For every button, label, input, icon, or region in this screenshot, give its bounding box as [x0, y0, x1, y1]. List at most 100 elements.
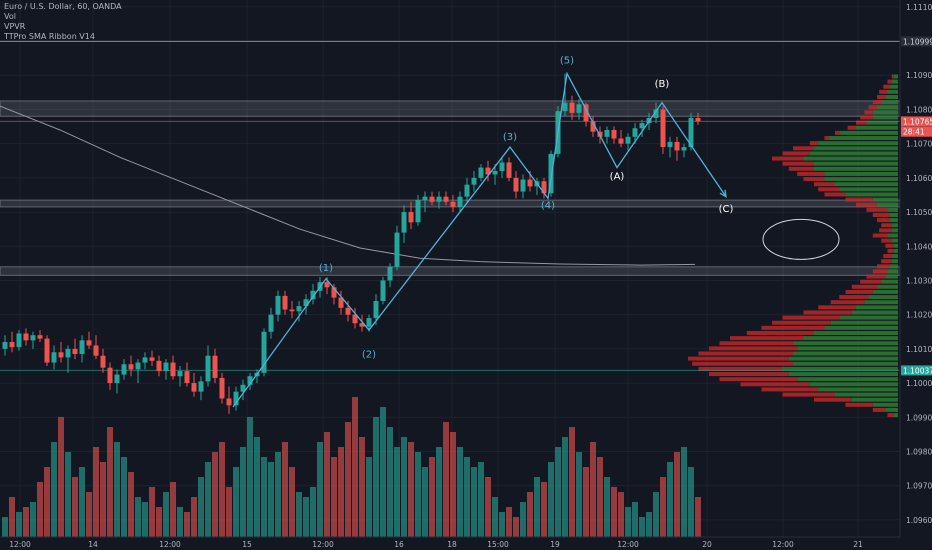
candle-body	[443, 196, 449, 202]
vpvr-bar-down	[845, 197, 873, 202]
candle-body	[219, 377, 225, 399]
vpvr-bar-down	[885, 243, 894, 248]
candle-body	[142, 357, 148, 363]
price-tag-1: 1.10765	[903, 117, 932, 126]
vpvr-bar-down	[824, 136, 829, 141]
volume-bar	[408, 442, 414, 537]
y-tick-label-2: 1.10900	[906, 71, 932, 80]
vpvr-bar-down	[881, 259, 892, 264]
vpvr-bar-up	[835, 182, 898, 187]
candle-body	[156, 360, 162, 372]
candle-body	[471, 177, 477, 185]
candle-body	[492, 171, 498, 175]
candle-body	[499, 162, 505, 172]
vpvr-bar-down	[856, 120, 867, 125]
vpvr-bar-up	[814, 146, 898, 151]
volume-bar	[471, 467, 477, 537]
volume-bar	[646, 512, 652, 537]
vpvr-bar-down	[866, 274, 886, 279]
volume-bar	[226, 487, 232, 537]
vpvr-bar-up	[877, 284, 898, 289]
vpvr-bar-up	[872, 402, 898, 407]
volume-bar	[639, 517, 645, 537]
vpvr-bar-down	[719, 341, 793, 346]
y-tick-label-12: 1.09900	[906, 413, 932, 422]
indicator-vpvr-label[interactable]: VPVR	[4, 22, 26, 31]
vpvr-bar-up	[891, 223, 898, 228]
volume-bar	[534, 477, 540, 537]
candle-body	[72, 348, 78, 355]
price-tag-0: 1.10999	[903, 37, 932, 46]
candle-body	[667, 141, 673, 148]
candle-body	[30, 335, 36, 341]
volume-bar	[65, 452, 71, 537]
vpvr-bar-up	[788, 356, 898, 361]
vpvr-bar-down	[814, 397, 852, 402]
candle-body	[639, 123, 645, 129]
candle-body	[562, 102, 568, 112]
candle-body	[590, 121, 596, 132]
vpvr-bar-down	[698, 366, 783, 371]
volume-bar	[261, 457, 267, 537]
volume-bar	[387, 427, 393, 537]
vpvr-bar-down	[797, 171, 825, 176]
candle-body	[247, 376, 253, 385]
wave-label-1: (2)	[362, 349, 376, 360]
vpvr-bar-up	[803, 336, 898, 341]
candle-body	[464, 184, 470, 197]
candle-body	[506, 162, 512, 178]
vpvr-bar-up	[872, 110, 898, 115]
vpvr-bar-up	[891, 228, 898, 233]
vpvr-bar-down	[887, 413, 894, 418]
vpvr-bar-down	[782, 151, 810, 156]
vpvr-bar-down	[845, 402, 873, 407]
candle-body	[2, 342, 8, 349]
indicator-vol-label[interactable]: Vol	[4, 12, 16, 21]
candle-body	[695, 118, 701, 122]
support-resistance-zone-2	[0, 266, 901, 276]
vpvr-bar-down	[835, 130, 840, 135]
vpvr-bar-down	[872, 269, 888, 274]
vpvr-bar-down	[818, 305, 856, 310]
candle-body	[240, 384, 246, 392]
price-tag-bg-0	[901, 36, 932, 47]
volume-bar	[695, 497, 701, 537]
vpvr-bar-down	[688, 356, 789, 361]
vpvr-bar-down	[788, 166, 814, 171]
volume-bar	[506, 507, 512, 537]
vpvr-bar-up	[891, 238, 898, 243]
y-tick-label-15: 1.09600	[906, 516, 932, 525]
candle-body	[65, 348, 71, 358]
volume-bar	[156, 507, 162, 537]
volume-bar	[541, 482, 547, 537]
candle-body	[16, 333, 22, 348]
y-tick-label-8: 1.10300	[906, 276, 932, 285]
vpvr-bar-down	[860, 115, 873, 120]
volume-bar	[478, 462, 484, 537]
x-tick-label-10: 20	[702, 540, 712, 549]
volume-bar	[212, 452, 218, 537]
wave-arrow-head	[719, 189, 727, 198]
volume-bar	[513, 517, 519, 537]
y-tick-label-13: 1.09800	[906, 447, 932, 456]
vpvr-bar-down	[839, 295, 869, 300]
vpvr-bar-down	[883, 84, 890, 89]
candle-body	[394, 232, 400, 267]
vpvr-bar-down	[891, 74, 894, 79]
candle-body	[303, 299, 309, 307]
volume-bar	[527, 492, 533, 537]
indicator-sma-ribbon-label[interactable]: TTPro SMA Ribbon V14	[4, 32, 95, 41]
volume-bar	[485, 477, 491, 537]
candle-body	[282, 295, 288, 310]
volume-bar	[576, 452, 582, 537]
candle-body	[541, 181, 547, 194]
candle-body	[212, 355, 218, 378]
volume-bar	[660, 477, 666, 537]
vpvr-bar-down	[872, 212, 890, 217]
volume-bar	[16, 512, 22, 537]
vpvr-bar-up	[891, 254, 898, 259]
volume-bar	[30, 502, 36, 537]
candle-body	[163, 362, 169, 372]
